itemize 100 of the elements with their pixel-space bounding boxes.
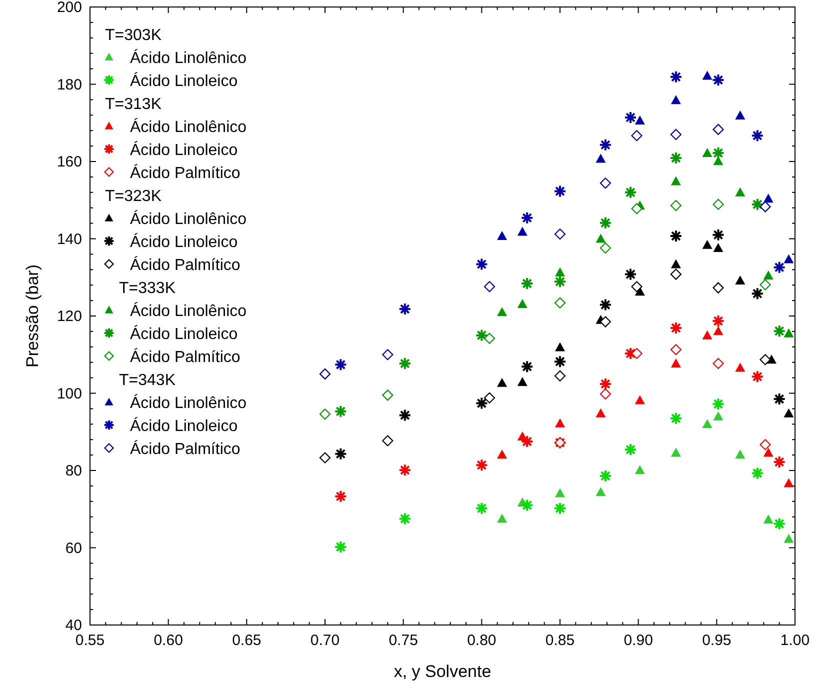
point <box>484 392 496 404</box>
point <box>702 148 712 158</box>
point <box>670 176 681 186</box>
y-tick-label: 120 <box>56 308 82 325</box>
y-tick-label: 200 <box>56 0 82 16</box>
point <box>596 154 606 163</box>
point <box>763 448 774 457</box>
point <box>319 368 331 380</box>
point <box>598 469 612 482</box>
point <box>702 70 712 80</box>
point <box>713 326 724 336</box>
point <box>712 198 724 210</box>
point <box>631 130 642 142</box>
point <box>555 267 565 276</box>
legend-label: Ácido Palmítico <box>130 164 240 182</box>
point <box>763 270 774 280</box>
point <box>624 443 637 456</box>
point <box>702 419 712 428</box>
point <box>484 281 496 292</box>
point <box>382 435 394 446</box>
point <box>554 275 566 288</box>
legend-label: Ácido Linoleico <box>130 325 238 343</box>
legend-label: Ácido Linoleico <box>130 417 238 435</box>
point <box>763 514 774 524</box>
point <box>596 487 606 496</box>
point <box>760 279 771 290</box>
x-tick-label: 0.70 <box>310 632 340 649</box>
point <box>382 390 394 401</box>
point <box>598 138 612 152</box>
annotation: T=323K <box>105 188 162 205</box>
point <box>398 512 412 526</box>
point <box>784 254 794 264</box>
point <box>554 297 566 308</box>
point <box>600 178 611 189</box>
point <box>334 490 348 503</box>
point <box>669 321 682 334</box>
point <box>555 488 565 498</box>
point <box>670 268 682 280</box>
point <box>554 355 566 368</box>
point <box>600 316 611 328</box>
annotation: T=313K <box>105 96 162 113</box>
point <box>598 377 612 390</box>
point <box>600 388 611 400</box>
point <box>334 358 348 372</box>
y-tick-label: 140 <box>56 230 82 248</box>
point <box>475 258 488 271</box>
annotation: T=303K <box>105 27 162 44</box>
point <box>497 231 508 240</box>
point <box>670 358 681 368</box>
point <box>382 349 394 360</box>
point <box>713 243 724 252</box>
point <box>784 478 794 488</box>
point <box>624 268 637 281</box>
point <box>750 287 764 300</box>
point <box>398 357 412 370</box>
x-tick-label: 0.90 <box>624 632 653 649</box>
point <box>772 324 786 338</box>
point <box>319 452 331 464</box>
point <box>398 464 412 477</box>
legend-label: Ácido Linoleico <box>130 72 238 90</box>
point <box>670 95 681 104</box>
point <box>517 377 528 386</box>
point <box>598 216 612 230</box>
point <box>712 228 725 242</box>
point <box>735 450 746 459</box>
point <box>760 201 771 212</box>
point <box>484 332 496 344</box>
legend-label: Ácido Linolênico <box>130 302 247 320</box>
point <box>669 412 682 425</box>
point <box>670 259 681 268</box>
point <box>750 129 764 142</box>
point <box>735 187 746 196</box>
point <box>772 392 786 406</box>
point <box>772 517 786 530</box>
legend-label: Ácido Linoleico <box>130 141 238 159</box>
point <box>735 110 746 120</box>
point <box>712 358 724 370</box>
point <box>670 200 682 212</box>
point <box>712 314 725 328</box>
annotation: T=333K <box>119 280 176 297</box>
point <box>334 447 348 460</box>
legend-label: Ácido Linoleico <box>130 233 238 251</box>
point <box>554 228 566 240</box>
x-tick-label: 0.85 <box>545 632 575 649</box>
legend-label: Ácido Palmítico <box>130 256 240 274</box>
point <box>517 299 528 308</box>
point <box>475 328 488 342</box>
point <box>669 70 682 84</box>
point <box>670 344 682 356</box>
point <box>784 328 794 338</box>
point <box>784 408 794 418</box>
point <box>631 281 642 292</box>
point <box>631 203 642 214</box>
point <box>520 360 534 374</box>
point <box>520 498 534 512</box>
point <box>555 418 565 428</box>
point <box>624 346 637 360</box>
point <box>750 466 764 480</box>
point <box>702 330 712 340</box>
x-tick-label: 0.75 <box>388 632 418 649</box>
